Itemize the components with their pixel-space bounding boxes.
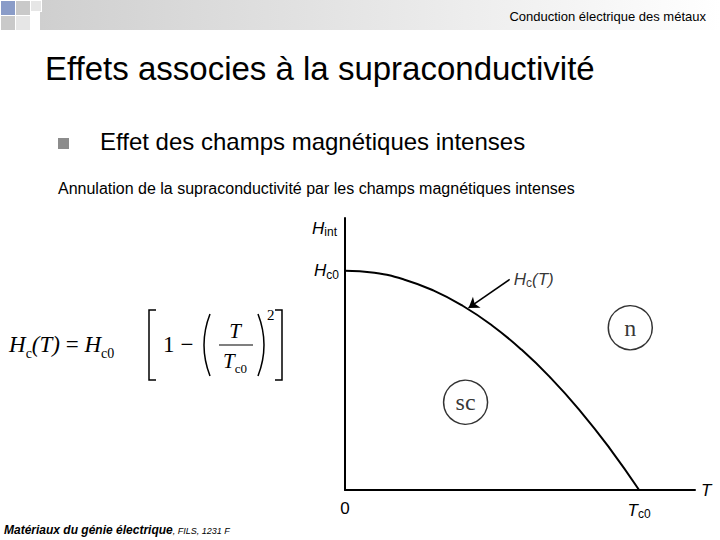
svg-text:2: 2 (267, 307, 275, 323)
svg-text:n: n (624, 315, 636, 341)
svg-text:T: T (701, 481, 713, 500)
svg-text:H: H (514, 270, 527, 289)
svg-text:c0: c0 (638, 507, 651, 521)
svg-text:T: T (229, 319, 242, 343)
html-text:Annulation de la supraconducti: Annulation de la supraconductivité par l… (58, 180, 575, 197)
svg-text:Hc(T) = Hc0: Hc(T) = Hc0 (8, 332, 114, 361)
svg-text:sc: sc (456, 389, 476, 415)
svg-text:1: 1 (163, 332, 175, 357)
svg-text:c: c (526, 276, 532, 291)
svg-text:(T): (T) (532, 270, 554, 289)
html-text:Matériaux du génie électrique,: Matériaux du génie électrique, FILS, 123… (4, 523, 230, 537)
svg-text:0: 0 (340, 499, 349, 518)
svg-text:−: − (181, 332, 194, 357)
html-text:Effet des champs magnétiques i: Effet des champs magnétiques intenses (100, 128, 526, 155)
svg-text:c0: c0 (326, 268, 339, 282)
html-text:Conduction électrique des méta: Conduction électrique des métaux (509, 9, 706, 24)
svg-text:Tc0: Tc0 (223, 349, 247, 376)
svg-text:T: T (627, 500, 638, 520)
svg-text:int: int (324, 225, 337, 239)
svg-text:H: H (312, 219, 325, 238)
html-text:Effets associes à la supracond: Effets associes à la supraconductivité (45, 50, 595, 87)
svg-text:H: H (314, 261, 327, 280)
